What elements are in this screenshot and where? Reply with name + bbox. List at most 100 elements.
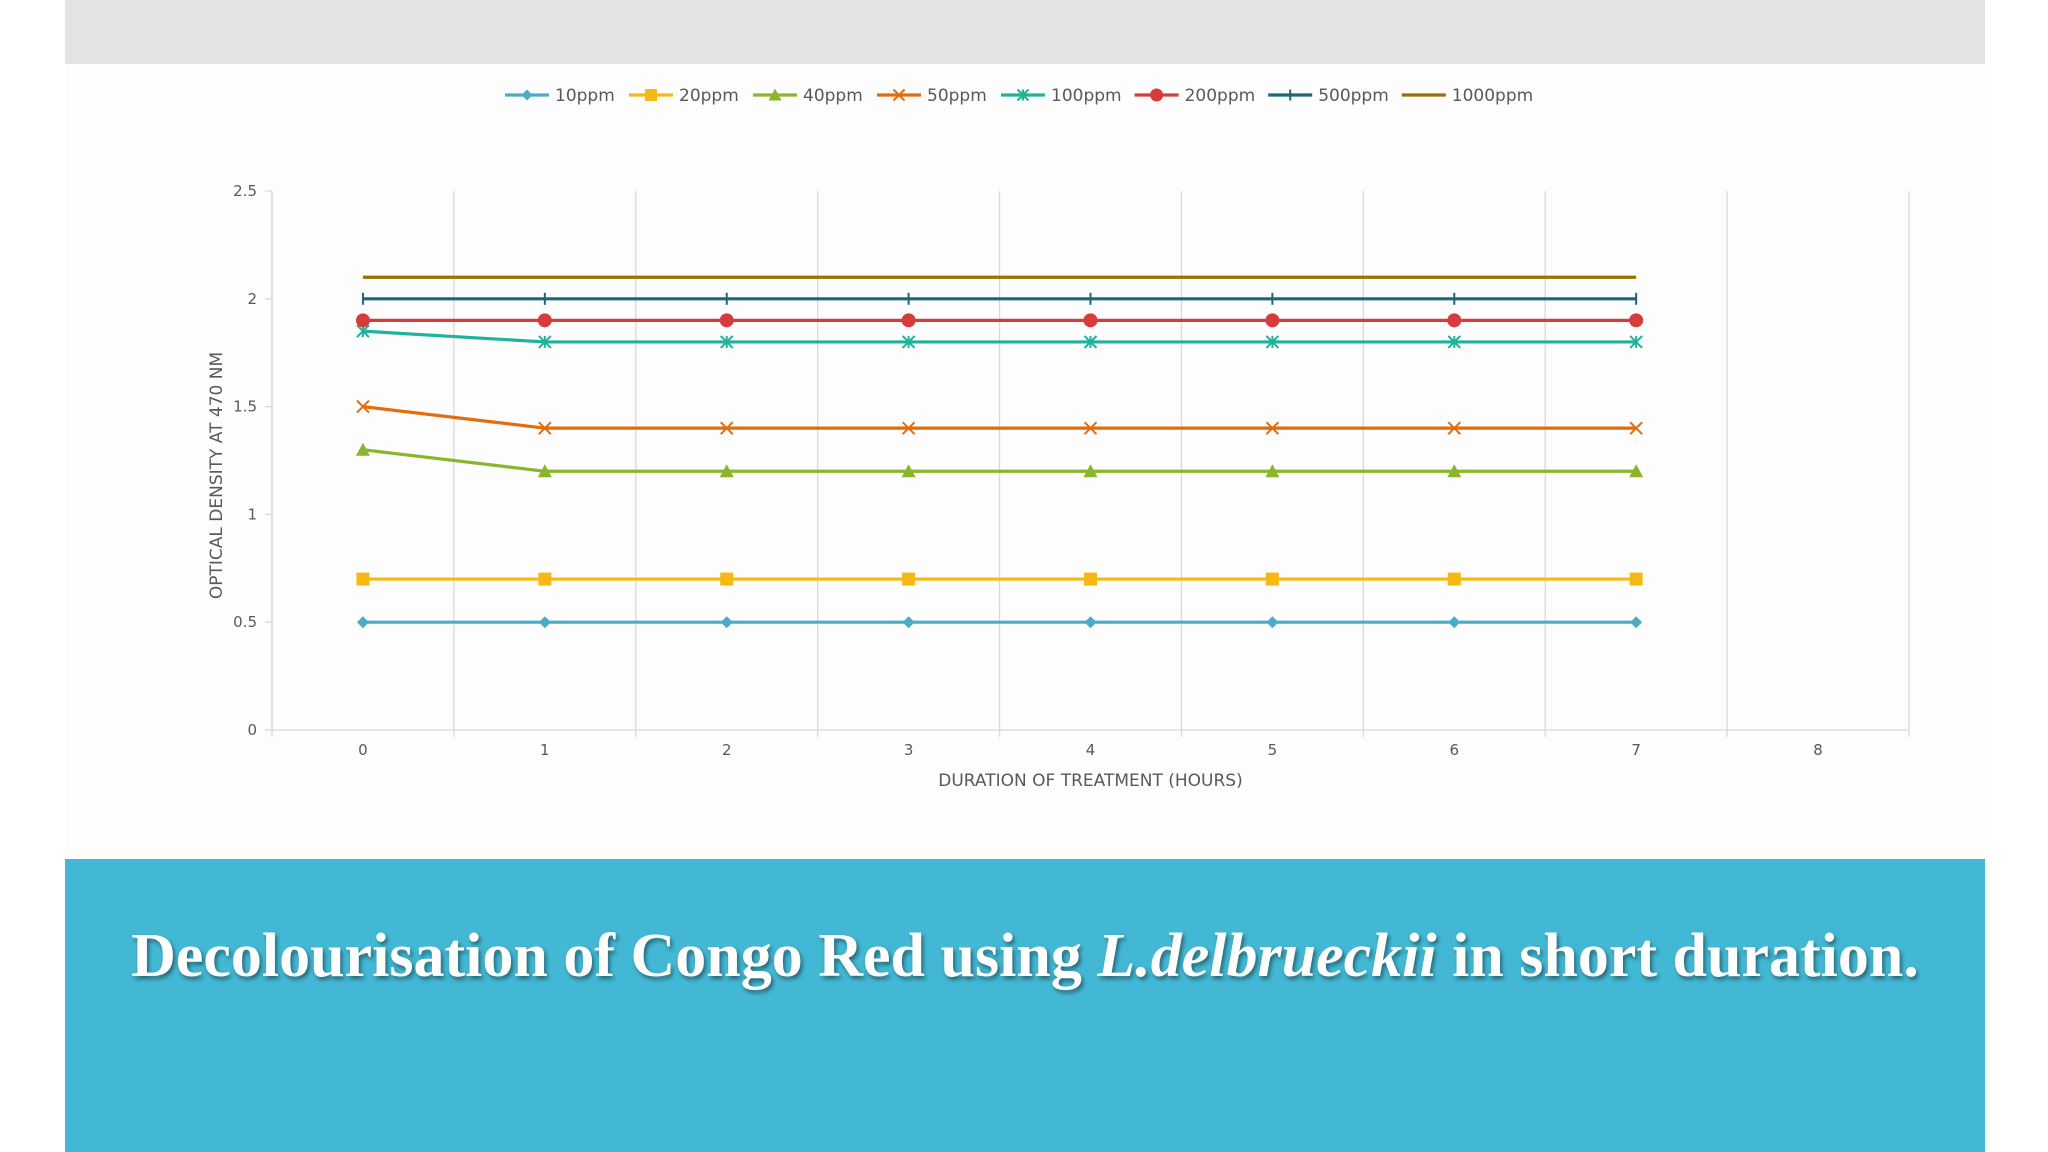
data-point <box>538 616 551 629</box>
caption-text-after: in short duration. <box>1436 922 1919 990</box>
legend-label: 40ppm <box>803 86 863 106</box>
y-tick-label: 0 <box>247 721 257 739</box>
data-point <box>1083 335 1098 349</box>
data-point <box>1448 616 1461 629</box>
legend-item: 50ppm <box>877 86 987 106</box>
y-tick-label: 0.5 <box>233 613 257 631</box>
legend-label: 20ppm <box>679 86 739 106</box>
top-band <box>65 0 1985 64</box>
data-point <box>1447 335 1461 349</box>
x-tick-label: 5 <box>1268 741 1278 759</box>
data-point <box>720 421 734 435</box>
series-line <box>362 329 1637 344</box>
x-tick-label: 6 <box>1450 741 1460 759</box>
data-point <box>1083 464 1098 478</box>
series-100ppm <box>356 324 1643 349</box>
data-point <box>1265 464 1280 478</box>
data-point <box>901 464 916 478</box>
data-point <box>1629 313 1644 328</box>
legend-label: 500ppm <box>1318 86 1389 106</box>
y-axis-title: OPTICAL DENSITY AT 470 NM <box>207 352 227 599</box>
slide: 10ppm 20ppm 40ppm 50ppm 100ppm 200ppm 500ppm 10… <box>65 0 1985 1152</box>
data-point <box>355 313 370 328</box>
data-point <box>1265 421 1280 435</box>
data-point <box>538 572 552 586</box>
data-point <box>1083 313 1098 328</box>
series-500ppm <box>361 292 1638 305</box>
caption-band: Decolourisation of Congo Red using L.del… <box>65 859 1985 1152</box>
data-point <box>1265 572 1279 586</box>
legend-label: 10ppm <box>555 86 615 106</box>
data-point <box>538 335 552 349</box>
data-point <box>1266 616 1279 629</box>
x-tick-label: 4 <box>1086 741 1096 759</box>
series-40ppm <box>355 442 1644 478</box>
x-tick-label: 1 <box>540 741 550 759</box>
y-tick-label: 1.5 <box>233 398 257 416</box>
data-point <box>720 616 733 629</box>
data-point <box>1265 335 1280 349</box>
data-point <box>356 399 370 414</box>
data-point <box>892 88 906 102</box>
data-point <box>1630 616 1643 629</box>
legend-item: 1000ppm <box>1401 86 1533 106</box>
data-point <box>1265 313 1280 328</box>
data-point <box>1447 313 1462 328</box>
data-point <box>1447 464 1462 478</box>
x-tick-label: 7 <box>1631 741 1641 759</box>
caption-text-before: Decolourisation of Congo Red using <box>131 922 1098 990</box>
series-20ppm <box>356 572 1643 586</box>
legend-label: 100ppm <box>1051 86 1122 106</box>
legend-item: 100ppm <box>1001 86 1122 106</box>
series-line <box>362 405 1637 430</box>
data-point <box>720 572 734 586</box>
data-point <box>901 313 916 328</box>
data-point <box>1083 421 1098 435</box>
y-tick-label: 1 <box>247 505 257 523</box>
data-point <box>1629 335 1643 349</box>
chart-legend: 10ppm 20ppm 40ppm 50ppm 100ppm 200ppm 500ppm 10… <box>505 86 1533 106</box>
chart-axes: 0 0.5 1 1.5 2 2.5 0 1 2 3 4 5 6 7 8 <box>233 182 1910 759</box>
series-line <box>362 448 1637 473</box>
data-point <box>521 89 533 101</box>
data-point <box>1447 572 1461 586</box>
data-point <box>901 335 916 349</box>
chart-grid <box>271 191 1910 730</box>
x-tick-label: 3 <box>904 741 914 759</box>
line-chart: 10ppm 20ppm 40ppm 50ppm 100ppm 200ppm 500ppm 10… <box>207 86 1910 791</box>
chart-series <box>355 275 1644 629</box>
data-point <box>902 616 915 629</box>
x-axis-title: DURATION OF TREATMENT (HOURS) <box>938 771 1242 791</box>
x-tick-label: 0 <box>358 741 368 759</box>
legend-label: 50ppm <box>927 86 987 106</box>
data-point <box>356 572 370 586</box>
x-tick-label: 2 <box>722 741 732 759</box>
legend-label: 200ppm <box>1185 86 1256 106</box>
series-10ppm <box>356 616 1643 629</box>
data-point <box>1084 616 1097 629</box>
x-tick-label: 8 <box>1813 741 1823 759</box>
data-point <box>902 572 916 586</box>
data-point <box>720 335 734 349</box>
data-point <box>356 616 369 629</box>
data-point <box>901 421 916 435</box>
legend-item: 500ppm <box>1268 86 1389 106</box>
data-point <box>719 313 734 328</box>
caption-species: L.delbrueckii <box>1097 922 1437 990</box>
data-point <box>768 88 782 101</box>
data-point <box>1016 88 1030 102</box>
series-200ppm <box>355 313 1644 328</box>
data-point <box>537 313 552 328</box>
legend-label: 1000ppm <box>1452 86 1533 106</box>
legend-item: 10ppm <box>505 86 615 106</box>
data-point <box>719 464 734 478</box>
data-point <box>537 464 552 478</box>
legend-item: 20ppm <box>629 86 739 106</box>
data-point <box>1629 464 1644 478</box>
legend-item: 40ppm <box>753 86 863 106</box>
data-point <box>1447 421 1461 435</box>
slide-caption: Decolourisation of Congo Red using L.del… <box>65 921 1985 992</box>
data-point <box>1629 572 1643 586</box>
data-point <box>1629 421 1643 435</box>
series-50ppm <box>356 399 1643 435</box>
